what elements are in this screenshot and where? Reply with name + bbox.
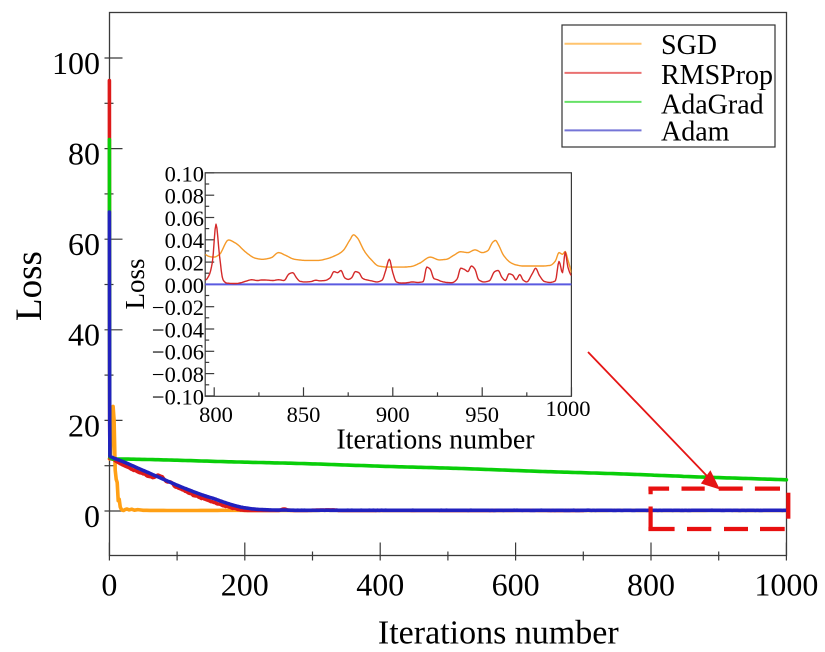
svg-text:80: 80: [68, 136, 100, 172]
svg-text:1000: 1000: [546, 396, 591, 421]
svg-text:0.08: 0.08: [165, 184, 204, 209]
svg-text:0.04: 0.04: [165, 228, 204, 253]
svg-text:200: 200: [221, 567, 269, 603]
svg-text:800: 800: [199, 402, 233, 427]
svg-text:0.00: 0.00: [165, 273, 204, 298]
svg-text:600: 600: [492, 567, 540, 603]
svg-text:1000: 1000: [754, 567, 818, 603]
svg-text:60: 60: [68, 226, 100, 262]
svg-text:Loss: Loss: [9, 251, 50, 321]
svg-text:0.02: 0.02: [165, 251, 204, 276]
svg-text:100: 100: [52, 45, 100, 81]
svg-text:−0.04: −0.04: [152, 317, 204, 342]
svg-text:−0.08: −0.08: [152, 362, 204, 387]
svg-text:0.10: 0.10: [165, 161, 204, 186]
svg-text:400: 400: [356, 567, 404, 603]
svg-text:Adam: Adam: [661, 117, 730, 148]
svg-text:−0.06: −0.06: [152, 340, 204, 365]
svg-text:RMSProp: RMSProp: [661, 60, 773, 91]
svg-text:950: 950: [465, 402, 499, 427]
svg-text:900: 900: [376, 402, 410, 427]
svg-text:800: 800: [627, 567, 675, 603]
svg-text:Iterations number: Iterations number: [378, 615, 619, 652]
svg-text:AdaGrad: AdaGrad: [661, 89, 764, 120]
svg-text:850: 850: [287, 402, 321, 427]
svg-text:−0.02: −0.02: [152, 295, 204, 320]
svg-text:SGD: SGD: [661, 30, 717, 61]
svg-text:−0.10: −0.10: [152, 384, 204, 409]
svg-text:Iterations number: Iterations number: [336, 425, 535, 456]
svg-text:0.06: 0.06: [165, 206, 204, 231]
svg-text:0: 0: [84, 498, 100, 534]
svg-text:20: 20: [68, 407, 100, 443]
svg-text:0: 0: [101, 567, 117, 603]
svg-text:40: 40: [68, 317, 100, 353]
svg-text:Loss: Loss: [120, 258, 150, 309]
